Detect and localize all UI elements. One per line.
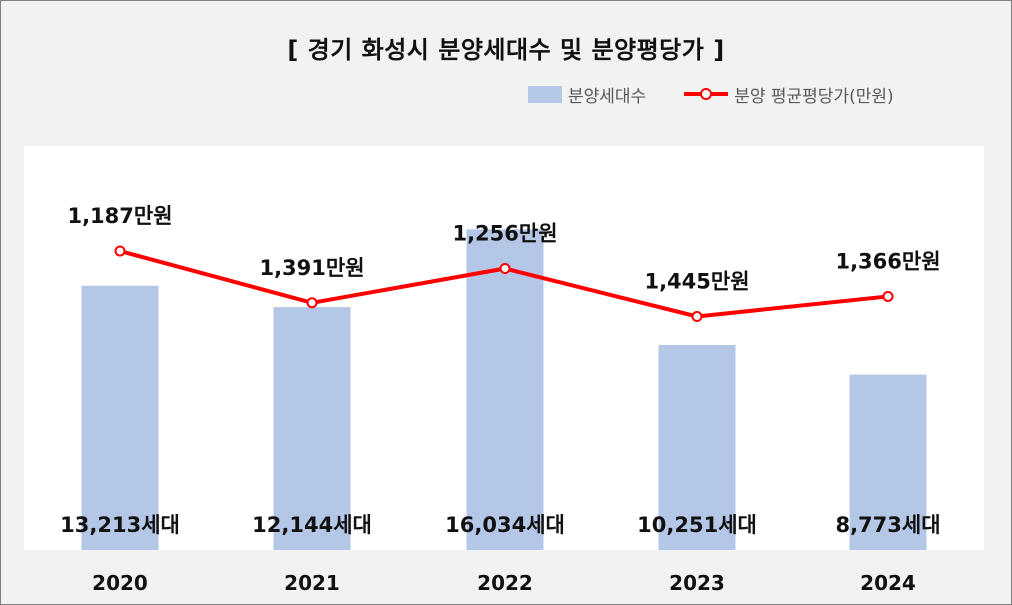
legend-line-label: 분양 평균평당가(만원) <box>734 86 894 107</box>
x-tick-label: 2024 <box>860 571 916 595</box>
bar-2020 <box>81 285 159 550</box>
x-tick-label: 2020 <box>92 571 148 595</box>
x-tick-label: 2023 <box>669 571 725 595</box>
price-point <box>691 311 703 322</box>
bar-value-label: 8,773세대 <box>835 513 940 537</box>
price-value-label: 1,256만원 <box>452 222 557 246</box>
bar-2023 <box>658 344 736 550</box>
chart-title: [ 경기 화성시 분양세대수 및 분양평당가 ] <box>287 36 725 64</box>
price-point <box>306 297 318 309</box>
bar-2024 <box>849 374 927 550</box>
legend-bar-label: 분양세대수 <box>568 86 647 107</box>
price-point <box>114 245 126 257</box>
legend-line-swatch <box>684 84 729 104</box>
bar-value-label: 10,251세대 <box>637 513 757 537</box>
bar-value-label: 13,213세대 <box>60 513 180 537</box>
bar-2021 <box>273 307 351 550</box>
bar-2022 <box>466 229 544 550</box>
x-tick-label: 2021 <box>284 571 340 595</box>
x-tick-label: 2022 <box>477 571 533 595</box>
price-value-label: 1,445만원 <box>644 270 749 294</box>
legend-bar-swatch <box>528 85 562 103</box>
price-point <box>499 263 511 275</box>
price-value-label: 1,187만원 <box>67 204 172 228</box>
legend: 분양세대수 분양 평균평당가(만원) <box>528 82 894 107</box>
price-value-label: 1,391만원 <box>259 256 364 280</box>
price-value-label: 1,366만원 <box>835 249 940 273</box>
bar-value-label: 16,034세대 <box>445 513 565 537</box>
price-point <box>882 290 894 302</box>
bar-value-label: 12,144세대 <box>252 513 372 537</box>
